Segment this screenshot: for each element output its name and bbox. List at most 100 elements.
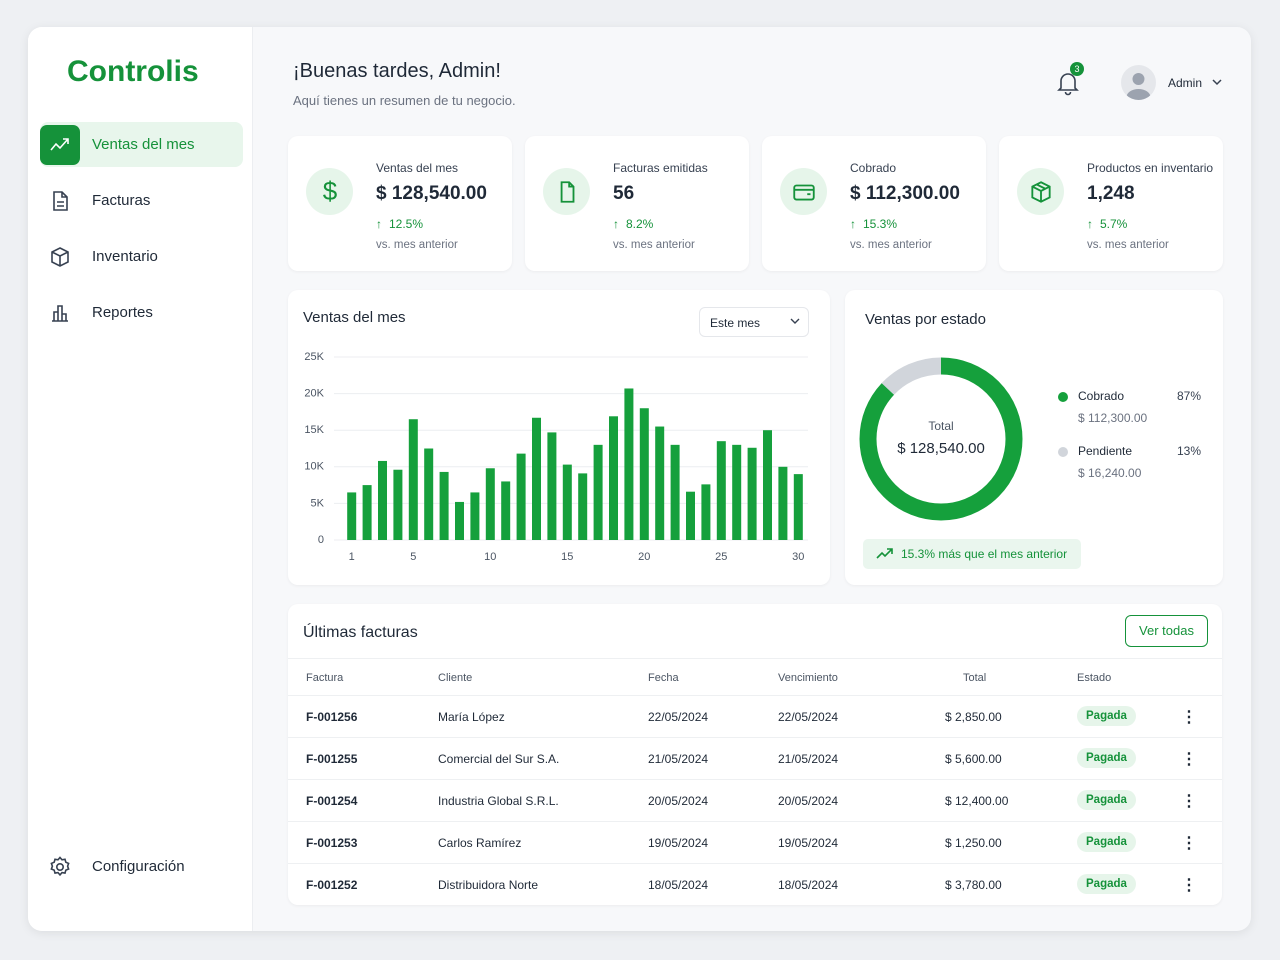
period-select[interactable]: Este mes xyxy=(699,307,809,337)
cell: Carlos Ramírez xyxy=(438,836,522,850)
x-tick-label: 20 xyxy=(638,551,650,563)
cell: $ 3,780.00 xyxy=(945,878,1002,892)
cell: F-001255 xyxy=(306,752,358,766)
table-row: F-001253 Carlos Ramírez 19/05/2024 19/05/20… xyxy=(288,821,1222,863)
status-card: Ventas por estado Cobrado 87% $ 112,300.00 P… xyxy=(845,290,1223,585)
cell: Distribuidora Norte xyxy=(438,878,539,892)
stat-label: Cobrado xyxy=(850,161,897,175)
row-menu[interactable]: ⋮ xyxy=(1181,751,1197,768)
bar xyxy=(778,466,788,540)
cell: 18/05/2024 xyxy=(648,878,709,892)
x-tick-label: 15 xyxy=(561,551,573,563)
avatar xyxy=(1121,65,1156,100)
row-menu[interactable]: ⋮ xyxy=(1181,835,1197,852)
notification-count: 3 xyxy=(1070,62,1084,76)
legend-value: 13% xyxy=(1177,444,1201,458)
column-header: Factura xyxy=(306,672,344,684)
nav-label: Inventario xyxy=(92,248,158,265)
y-tick-label: 5K xyxy=(311,497,325,509)
bar xyxy=(670,444,680,540)
view-all-button[interactable]: Ver todas xyxy=(1125,615,1208,647)
user-name[interactable]: Admin xyxy=(1168,76,1203,90)
bar xyxy=(686,491,695,540)
y-tick-label: 15K xyxy=(304,424,324,436)
column-header: Fecha xyxy=(648,672,679,684)
row-menu[interactable]: ⋮ xyxy=(1181,709,1197,726)
stat-card: Productos en inventario 1,248 ↑ 5.7% vs. mes… xyxy=(999,136,1223,271)
stat-card: Facturas emitidas 56 ↑ 8.2% vs. mes anterior xyxy=(525,136,749,271)
stat-icon xyxy=(780,168,827,215)
stat-arrow: ↑ xyxy=(1087,217,1093,231)
bar xyxy=(578,473,588,540)
donut-segment xyxy=(859,357,1023,521)
stat-icon xyxy=(543,168,590,215)
bar xyxy=(793,474,803,540)
cell: $ 2,850.00 xyxy=(945,710,1002,724)
bar xyxy=(547,432,557,540)
bar xyxy=(424,448,434,540)
y-tick-label: 20K xyxy=(304,388,324,400)
stat-icon xyxy=(1017,168,1064,215)
chart-title: Ventas del mes xyxy=(303,309,406,326)
bar xyxy=(716,441,726,540)
nav-item[interactable]: Reportes xyxy=(40,290,243,335)
bar xyxy=(747,447,757,540)
y-tick-label: 10K xyxy=(304,461,324,473)
stat-note: vs. mes anterior xyxy=(850,239,932,251)
sales-chart-card: Ventas del mes Este mes 0 5K 10K 15K 20K 25K 1… xyxy=(288,290,830,585)
y-tick-label: 25K xyxy=(304,351,324,363)
cell: 20/05/2024 xyxy=(778,794,839,808)
donut-label: Total xyxy=(928,419,953,433)
bar xyxy=(470,492,480,540)
row-menu[interactable]: ⋮ xyxy=(1181,793,1197,810)
greeting: ¡Buenas tardes, Admin! xyxy=(293,60,501,82)
donut-total: $ 128,540.00 xyxy=(897,440,985,457)
nav-item[interactable]: Inventario xyxy=(40,234,243,279)
status-badge: Pagada xyxy=(1077,790,1136,810)
bar xyxy=(609,416,618,540)
nav-icon xyxy=(40,124,80,165)
nav-item[interactable]: Ventas del mes xyxy=(40,122,243,167)
stat-value: $ 112,300.00 xyxy=(850,183,960,204)
bar xyxy=(485,468,495,540)
stat-value: 1,248 xyxy=(1087,183,1135,204)
cell: F-001256 xyxy=(306,710,358,724)
x-tick-label: 10 xyxy=(484,551,496,563)
legend-value: 87% xyxy=(1177,389,1201,403)
stat-label: Facturas emitidas xyxy=(613,161,708,175)
table-row: F-001254 Industria Global S.R.L. 20/05/202… xyxy=(288,779,1222,821)
bar xyxy=(701,484,711,540)
settings-link[interactable]: Configuración xyxy=(40,844,243,889)
stat-label: Productos en inventario xyxy=(1087,161,1214,175)
nav-icon xyxy=(40,293,80,333)
invoices-title: Últimas facturas xyxy=(303,624,418,641)
table-row: F-001256 María López 22/05/2024 22/05/2024 $… xyxy=(288,695,1222,737)
stat-change: 15.3% xyxy=(863,217,898,231)
cell: F-001254 xyxy=(306,794,358,808)
cell: F-001252 xyxy=(306,878,358,892)
row-menu[interactable]: ⋮ xyxy=(1181,877,1197,894)
subtitle: Aquí tienes un resumen de tu negocio. xyxy=(293,93,516,108)
stat-arrow: ↑ xyxy=(376,217,382,231)
bar xyxy=(516,453,526,540)
bar xyxy=(378,460,387,540)
bar xyxy=(408,419,418,540)
notifications[interactable]: 3 xyxy=(1056,62,1084,101)
stat-change: 5.7% xyxy=(1100,217,1128,231)
cell: 22/05/2024 xyxy=(648,710,709,724)
stat-label: Ventas del mes xyxy=(376,161,459,175)
trend-note: 15.3% más que el mes anterior xyxy=(863,539,1082,569)
legend-amount: $ 16,240.00 xyxy=(1078,466,1142,480)
invoices-card: Últimas facturas Ver todas Factura Client… xyxy=(288,604,1222,905)
bar xyxy=(362,485,372,540)
y-tick-label: 0 xyxy=(318,534,324,546)
stat-note: vs. mes anterior xyxy=(613,239,695,251)
bar xyxy=(593,444,603,540)
nav-item[interactable]: Facturas xyxy=(40,178,243,223)
cell: 20/05/2024 xyxy=(648,794,709,808)
x-tick-label: 1 xyxy=(349,551,355,563)
bar xyxy=(501,481,511,540)
cell: 21/05/2024 xyxy=(648,752,709,766)
